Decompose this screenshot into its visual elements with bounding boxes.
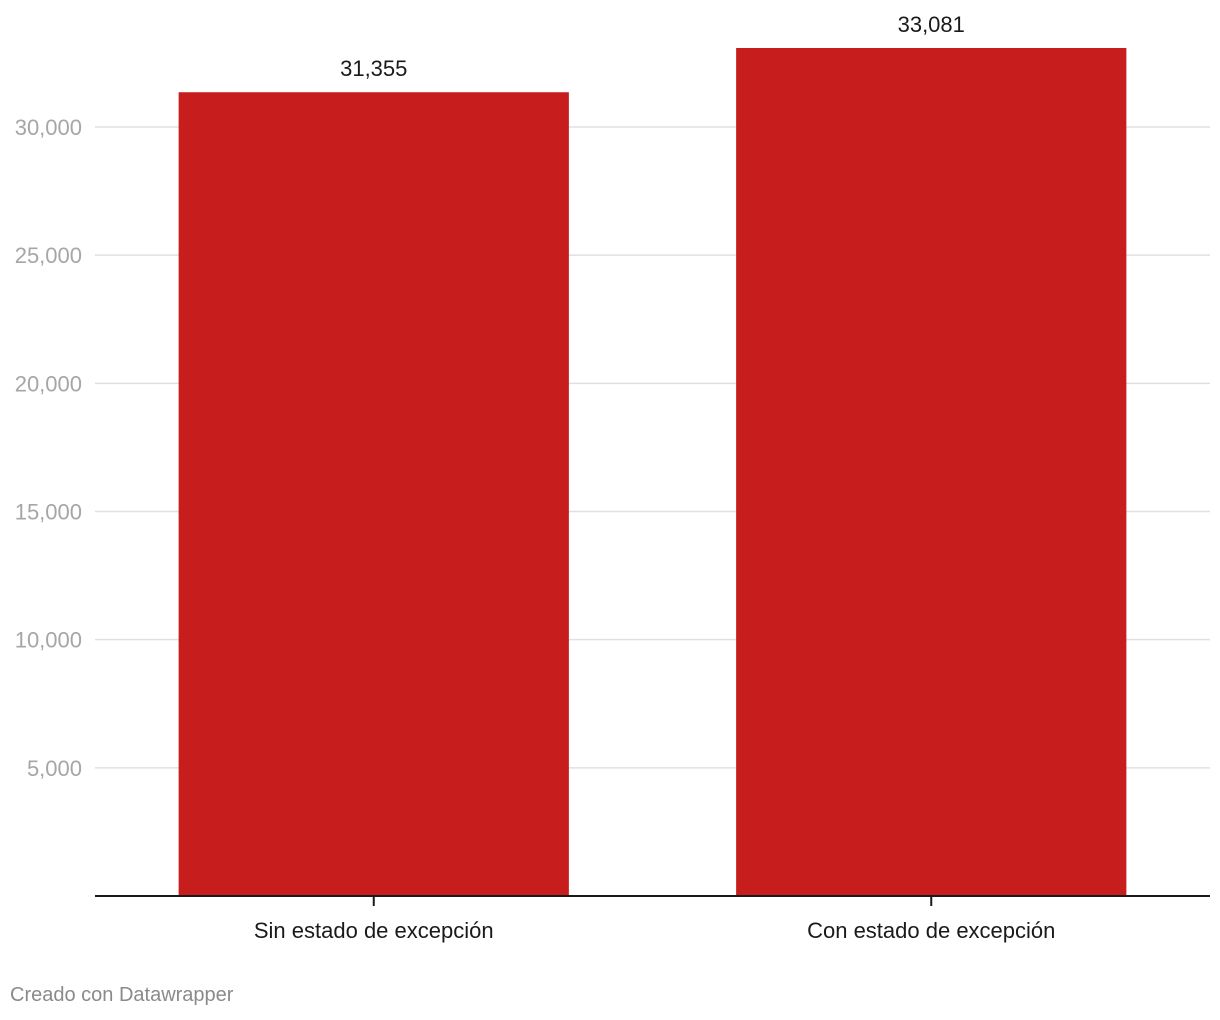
y-tick-label: 20,000 xyxy=(15,371,82,396)
y-tick-label: 25,000 xyxy=(15,243,82,268)
x-category-label: Sin estado de excepción xyxy=(254,918,494,943)
y-tick-label: 30,000 xyxy=(15,115,82,140)
value-labels: 31,355 33,081 xyxy=(340,12,965,81)
x-axis-ticks xyxy=(372,896,933,906)
y-tick-label: 10,000 xyxy=(15,628,82,653)
bars xyxy=(178,48,1127,896)
y-tick-label: 5,000 xyxy=(27,756,82,781)
x-category-label: Con estado de excepción xyxy=(807,918,1055,943)
value-label: 31,355 xyxy=(340,56,407,81)
bar xyxy=(736,48,1127,896)
bar xyxy=(178,92,569,896)
value-label: 33,081 xyxy=(898,12,965,37)
y-axis-ticks: 5,000 10,000 15,000 20,000 25,000 30,000 xyxy=(15,115,82,781)
credit-text: Creado con Datawrapper xyxy=(10,984,234,1006)
x-axis-labels: Sin estado de excepción Con estado de exc… xyxy=(254,918,1056,943)
y-tick-label: 15,000 xyxy=(15,499,82,524)
